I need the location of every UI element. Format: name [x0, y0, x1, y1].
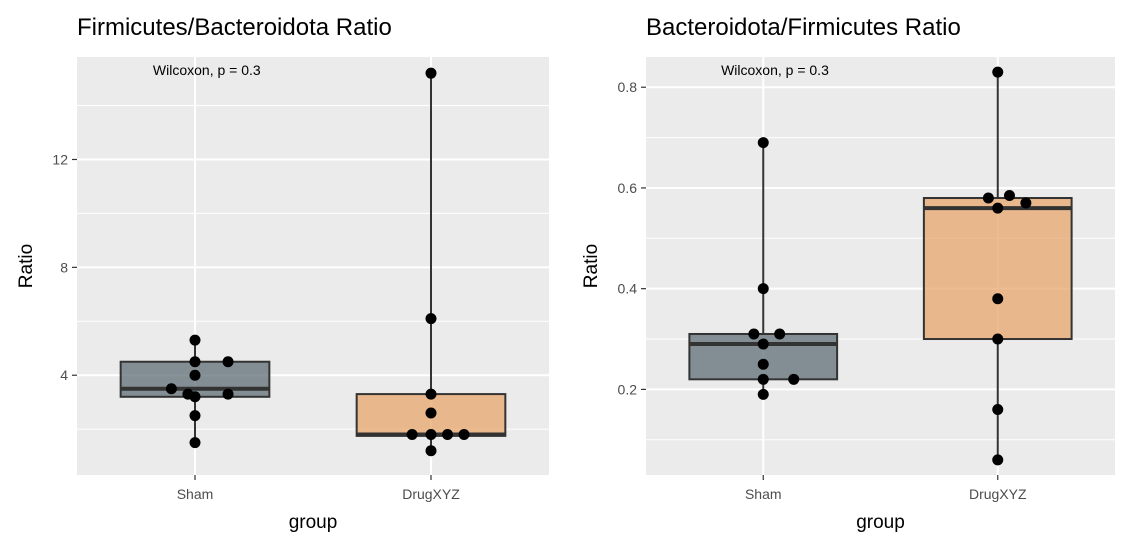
data-point-sham: [757, 338, 769, 350]
data-point-drugxyz: [458, 429, 470, 441]
y-tick-label: 12: [52, 151, 68, 167]
data-point-sham: [189, 356, 201, 368]
chart-title: Bacteroidota/Firmicutes Ratio: [646, 14, 961, 41]
data-point-sham: [748, 328, 760, 340]
data-point-sham: [757, 358, 769, 370]
y-tick-label: 0.4: [618, 281, 638, 297]
data-point-sham: [165, 383, 177, 395]
box-drugxyz: [922, 72, 1073, 460]
data-point-sham: [222, 356, 234, 368]
data-point-sham: [788, 373, 800, 385]
x-axis-label: group: [856, 512, 905, 533]
data-point-drugxyz: [992, 333, 1004, 345]
data-point-drugxyz: [425, 407, 437, 419]
y-tick-label: 0.8: [618, 79, 638, 95]
data-point-drugxyz: [425, 388, 437, 400]
data-point-drugxyz: [982, 192, 994, 204]
y-axis-label: Ratio: [16, 244, 37, 288]
data-point-sham: [189, 410, 201, 422]
test-annotation: Wilcoxon, p = 0.3: [153, 62, 261, 78]
x-tick-label: Sham: [177, 486, 214, 502]
data-point-drugxyz: [425, 445, 437, 457]
data-point-drugxyz: [1020, 197, 1032, 209]
data-point-sham: [757, 137, 769, 149]
box-iqr: [922, 197, 1073, 341]
data-point-drugxyz: [992, 454, 1004, 466]
y-tick-label: 0.6: [618, 180, 638, 196]
data-point-drugxyz: [992, 293, 1004, 305]
data-point-sham: [189, 334, 201, 346]
data-point-sham: [757, 283, 769, 295]
data-point-sham: [182, 388, 194, 400]
data-point-sham: [222, 388, 234, 400]
y-tick-label: 0.2: [618, 381, 638, 397]
data-point-drugxyz: [1003, 189, 1015, 201]
data-point-drugxyz: [992, 202, 1004, 214]
data-point-drugxyz: [442, 429, 454, 441]
y-axis-label: Ratio: [581, 244, 602, 288]
data-point-sham: [757, 388, 769, 400]
x-tick-label: Sham: [745, 486, 782, 502]
data-point-sham: [757, 373, 769, 385]
data-point-sham: [774, 328, 786, 340]
y-tick-label: 4: [60, 367, 68, 383]
data-point-drugxyz: [406, 429, 418, 441]
chart-title: Firmicutes/Bacteroidota Ratio: [77, 14, 392, 41]
chart-panel-1: Firmicutes/Bacteroidota Ratio 4 8 12 Sham Dru…: [16, 14, 549, 533]
data-point-drugxyz: [992, 404, 1004, 416]
test-annotation: Wilcoxon, p = 0.3: [721, 62, 829, 78]
data-point-drugxyz: [425, 67, 437, 79]
chart-panel-2: Bacteroidota/Firmicutes Ratio 0.2 0.4 0.6 0.…: [581, 14, 1115, 533]
y-tick-label: 8: [60, 259, 68, 275]
data-point-sham: [189, 437, 201, 449]
data-point-drugxyz: [425, 313, 437, 325]
data-point-sham: [189, 369, 201, 381]
x-tick-label: DrugXYZ: [969, 486, 1027, 502]
data-point-drugxyz: [992, 66, 1004, 78]
x-tick-label: DrugXYZ: [402, 486, 460, 502]
x-axis-label: group: [289, 512, 338, 533]
data-point-drugxyz: [425, 429, 437, 441]
